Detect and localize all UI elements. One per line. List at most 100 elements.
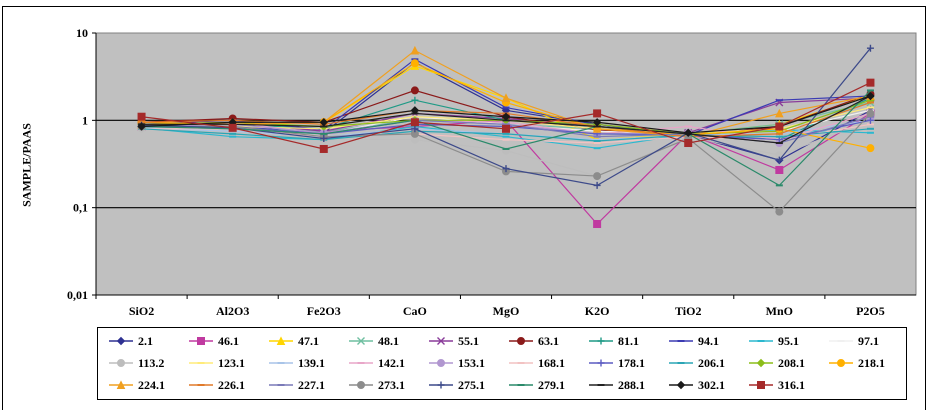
legend-item-302.1: 302.1 [668, 375, 725, 395]
legend-item-153.1: 153.1 [428, 353, 485, 373]
data-point-273.1-P2O5 [866, 109, 875, 118]
data-point-302.1-Fe2O3 [319, 118, 328, 127]
legend-swatch [429, 337, 453, 345]
x-tick-label-al2o3: Al2O3 [216, 304, 249, 318]
legend-item-48.1: 48.1 [348, 331, 399, 351]
data-point-81.1-CaO [411, 96, 419, 104]
data-point-302.1-P2O5 [866, 91, 875, 101]
data-point-224.1-MnO [775, 108, 784, 118]
data-point-302.1-SiO2 [137, 122, 146, 131]
legend-swatch [749, 381, 773, 389]
legend-swatch [589, 359, 613, 367]
legend-item-113.2: 113.2 [108, 353, 164, 373]
legend-label: 139.1 [298, 355, 325, 370]
data-point-224.1-MgO [501, 93, 511, 103]
legend-swatch [589, 384, 613, 386]
legend-item-46.1: 46.1 [188, 331, 239, 351]
data-point-275.1-CaO [411, 125, 419, 133]
legend-label: 227.1 [298, 377, 325, 392]
legend-swatch [109, 336, 133, 346]
legend-swatch [189, 384, 213, 386]
data-point-63.1-CaO [410, 86, 419, 95]
legend-swatch [749, 358, 773, 368]
legend-item-279.1: 279.1 [508, 375, 565, 395]
legend-item-97.1: 97.1 [828, 331, 879, 351]
data-point-224.1-CaO [410, 45, 420, 55]
data-point-46.1-K2O [593, 220, 602, 229]
legend-item-47.1: 47.1 [268, 331, 319, 351]
data-point-316.1-Al2O3 [228, 123, 237, 132]
legend-item-139.1: 139.1 [268, 353, 325, 373]
legend-swatch [429, 381, 453, 389]
legend-swatch [669, 380, 693, 390]
legend-label: 279.1 [538, 377, 565, 392]
legend-label: 275.1 [458, 377, 485, 392]
data-point-302.1-K2O [592, 118, 602, 127]
plot-area [95, 32, 917, 296]
legend-label: 226.1 [218, 377, 245, 392]
x-axis-ticks: SiO2 Al2O3 Fe2O3 CaO MgO K2O TiO2 MnO P2O5 [95, 295, 885, 318]
legend-swatch [349, 381, 373, 389]
plot-background [95, 32, 917, 296]
legend-item-275.1: 275.1 [428, 375, 485, 395]
data-point-218.1-CaO [410, 59, 419, 68]
legend-label: 55.1 [458, 333, 479, 348]
legend-swatch [669, 362, 693, 364]
legend-swatch [269, 362, 293, 364]
legend-swatch [109, 380, 133, 389]
y-axis-label: SAMPLE/PAAS [19, 123, 34, 207]
data-point-302.1-TiO2 [684, 128, 693, 138]
legend-label: 302.1 [698, 377, 725, 392]
legend-swatch [429, 359, 453, 367]
y-tick-label: 0,01 [67, 288, 88, 302]
legend-item-288.1: 288.1 [588, 375, 645, 395]
legend-item-206.1: 206.1 [668, 353, 725, 373]
legend-swatch [509, 384, 533, 386]
x-tick-label-p2o5: P2O5 [856, 304, 885, 318]
legend-item-178.1: 178.1 [588, 353, 645, 373]
data-point-316.1-Fe2O3 [319, 144, 328, 153]
legend-item-208.1: 208.1 [748, 353, 805, 373]
y-tick-label: 0,1 [73, 201, 88, 215]
x-tick-label-cao: CaO [403, 304, 427, 318]
x-tick-label-fe2o3: Fe2O3 [307, 304, 341, 318]
legend-swatch [829, 340, 853, 342]
data-point-224.1-K2O [592, 124, 602, 133]
y-tick-label: 1 [82, 113, 88, 127]
legend-label: 206.1 [698, 355, 725, 370]
data-point-273.1-MnO [775, 207, 784, 216]
legend-label: 46.1 [218, 333, 239, 348]
series-316.1 [137, 78, 875, 153]
legend-label: 81.1 [618, 333, 639, 348]
x-tick-label-mgo: MgO [493, 304, 520, 318]
data-point-275.1-Fe2O3 [320, 134, 328, 142]
legend-swatch [349, 337, 373, 345]
legend-swatch [669, 340, 693, 342]
data-point-316.1-P2O5 [866, 78, 875, 87]
legend-swatch [509, 337, 533, 345]
legend-item-227.1: 227.1 [268, 375, 325, 395]
legend-label: 208.1 [778, 355, 805, 370]
legend-item-94.1: 94.1 [668, 331, 719, 351]
legend-item-63.1: 63.1 [508, 331, 559, 351]
legend-swatch [189, 337, 213, 345]
x-tick-label-k2o: K2O [585, 304, 610, 318]
legend-label: 178.1 [618, 355, 645, 370]
legend-label: 47.1 [298, 333, 319, 348]
legend-label: 48.1 [378, 333, 399, 348]
y-axis-ticks: 0,01 0,1 1 10 [67, 26, 916, 302]
legend-item-123.1: 123.1 [188, 353, 245, 373]
data-point-302.1-MgO [501, 112, 511, 121]
legend-item-142.1: 142.1 [348, 353, 405, 373]
legend-swatch [109, 359, 133, 367]
legend-swatch [509, 362, 533, 364]
legend-label: 123.1 [218, 355, 245, 370]
legend-swatch [269, 336, 293, 345]
legend: 2.1 46.1 47.1 48.1 55.1 63.1 81.1 94.1 95.1 97.1 1… [97, 327, 907, 400]
legend-item-95.1: 95.1 [748, 331, 799, 351]
legend-item-218.1: 218.1 [828, 353, 885, 373]
legend-label: 94.1 [698, 333, 719, 348]
legend-label: 2.1 [138, 333, 153, 348]
